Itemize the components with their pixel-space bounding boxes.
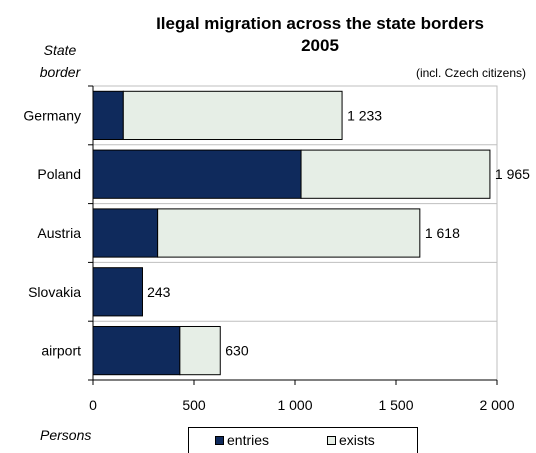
legend-swatch-entries (215, 435, 224, 445)
x-tick-label: 500 (182, 397, 206, 413)
legend-label-entries: entries (227, 432, 270, 448)
bar-exists-germany (122, 90, 343, 141)
y-axis-label-line2: border (39, 64, 81, 80)
total-label-airport: 630 (225, 343, 249, 359)
bar-entries-airport (92, 325, 181, 376)
legend-label-exists: exists (339, 432, 375, 448)
category-label-poland: Poland (37, 166, 81, 182)
bar-exists-poland (300, 149, 491, 199)
chart-title-year: 2005 (301, 36, 339, 55)
bar-exists-airport (179, 325, 221, 376)
legend-swatch-exists (327, 435, 336, 445)
total-label-germany: 1 233 (347, 107, 382, 123)
x-tick-label: 2 000 (479, 397, 514, 413)
bar-entries-austria (92, 208, 159, 258)
x-tick-label: 0 (89, 397, 97, 413)
bar-entries-poland (92, 149, 302, 199)
category-label-germany: Germany (23, 107, 81, 123)
y-axis-label-line1: State (43, 42, 77, 58)
x-axis-label: Persons (40, 427, 92, 443)
chart-title: Ilegal migration across the state border… (156, 14, 484, 33)
legend-item-entries: entries (215, 432, 269, 448)
bar-exists-austria (157, 208, 421, 258)
category-label-austria: Austria (37, 225, 81, 241)
x-tick-label: 1 000 (277, 397, 312, 413)
total-label-slovakia: 243 (147, 284, 171, 300)
category-label-slovakia: Slovakia (28, 284, 81, 300)
legend-item-exists: exists (327, 432, 375, 448)
chart-subtitle: (incl. Czech citizens) (415, 66, 526, 80)
total-label-austria: 1 618 (425, 225, 460, 241)
total-label-poland: 1 965 (495, 166, 530, 182)
bar-entries-germany (92, 90, 124, 141)
x-tick-label: 1 500 (378, 397, 413, 413)
bar-entries-slovakia (92, 267, 143, 317)
chart-legend: entries exists (188, 427, 418, 453)
category-label-airport: airport (41, 343, 81, 359)
